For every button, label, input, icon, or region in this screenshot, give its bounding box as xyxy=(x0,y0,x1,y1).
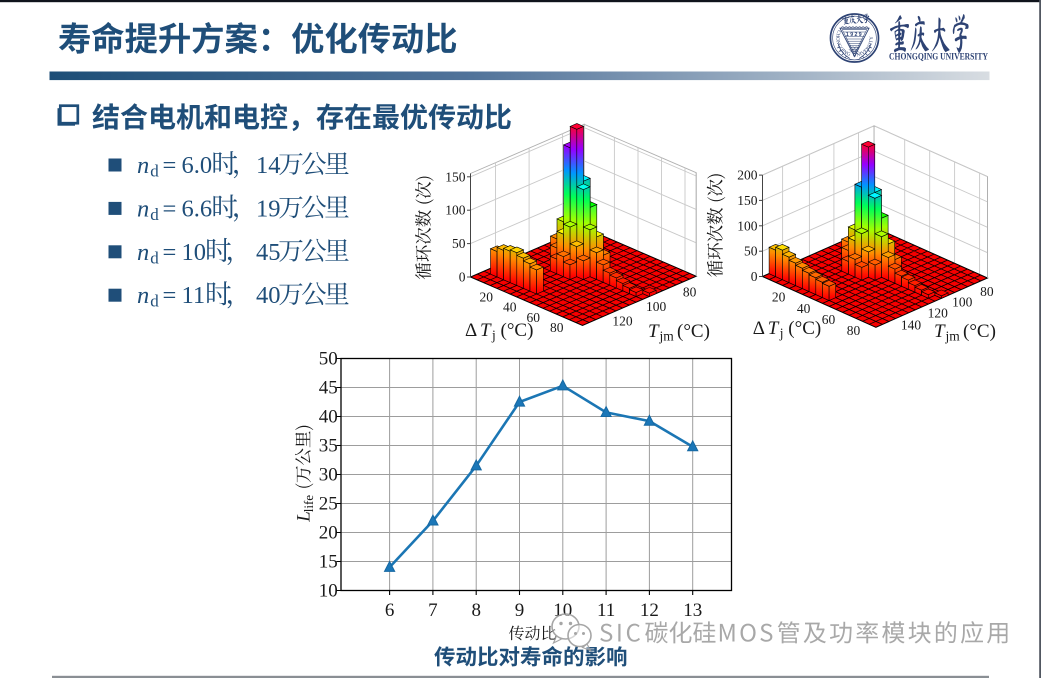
svg-text:10: 10 xyxy=(319,581,338,602)
svg-text:=: = xyxy=(163,239,177,266)
svg-text:45: 45 xyxy=(319,378,338,399)
svg-text:60: 60 xyxy=(527,310,541,325)
svg-text:7: 7 xyxy=(428,600,438,621)
svg-text:80: 80 xyxy=(847,323,861,338)
svg-text:n: n xyxy=(137,195,149,222)
svg-text:6.6: 6.6 xyxy=(182,195,213,222)
svg-text:80: 80 xyxy=(683,285,697,300)
svg-text:120: 120 xyxy=(612,314,633,329)
svg-text:=: = xyxy=(163,282,177,309)
svg-text:T: T xyxy=(768,318,780,339)
svg-text:20: 20 xyxy=(772,290,786,305)
svg-text:n: n xyxy=(137,152,149,179)
svg-text:n: n xyxy=(137,282,149,309)
svg-text:150: 150 xyxy=(737,193,758,208)
svg-text:60: 60 xyxy=(822,312,836,327)
svg-text:50: 50 xyxy=(319,349,338,370)
svg-text:11: 11 xyxy=(597,600,615,621)
svg-text:d: d xyxy=(150,162,159,181)
svg-text:11: 11 xyxy=(182,282,206,309)
svg-text:jm: jm xyxy=(659,329,675,344)
svg-text:(°C): (°C) xyxy=(501,320,534,341)
svg-text:9: 9 xyxy=(515,600,525,621)
svg-text:200: 200 xyxy=(737,168,758,183)
svg-text:d: d xyxy=(150,292,159,311)
svg-text:100: 100 xyxy=(445,203,466,218)
svg-text:45: 45 xyxy=(256,239,281,266)
svg-text:=: = xyxy=(163,152,177,179)
svg-text:(°C): (°C) xyxy=(788,318,821,339)
svg-text:30: 30 xyxy=(319,465,338,486)
svg-text:6: 6 xyxy=(385,600,395,621)
svg-text:20: 20 xyxy=(479,290,493,305)
svg-text:(°C): (°C) xyxy=(963,321,996,342)
svg-text:(°C): (°C) xyxy=(677,321,710,342)
svg-text:8: 8 xyxy=(471,600,481,621)
svg-text:jm: jm xyxy=(945,329,961,344)
svg-text:40: 40 xyxy=(503,300,517,315)
svg-text:Δ: Δ xyxy=(753,318,765,339)
svg-text:120: 120 xyxy=(928,306,949,321)
svg-text:T: T xyxy=(648,321,660,342)
svg-text:1929: 1929 xyxy=(846,32,863,38)
svg-text:13: 13 xyxy=(683,600,702,621)
svg-text:80: 80 xyxy=(980,284,994,299)
svg-text:T: T xyxy=(934,321,946,342)
svg-text:n: n xyxy=(137,239,149,266)
svg-text:40: 40 xyxy=(256,282,281,309)
svg-text:=: = xyxy=(163,195,177,222)
svg-text:40: 40 xyxy=(319,407,338,428)
svg-text:140: 140 xyxy=(901,317,922,332)
svg-text:20: 20 xyxy=(319,523,338,544)
svg-text:12: 12 xyxy=(640,600,659,621)
svg-text:14: 14 xyxy=(256,152,281,179)
svg-text:T: T xyxy=(480,320,492,341)
svg-text:10: 10 xyxy=(182,239,207,266)
svg-text:150: 150 xyxy=(445,169,466,184)
svg-text:0: 0 xyxy=(751,269,758,284)
svg-text:d: d xyxy=(150,205,159,224)
svg-text:40: 40 xyxy=(797,301,811,316)
svg-text:100: 100 xyxy=(952,295,973,310)
svg-text:Δ: Δ xyxy=(465,320,477,341)
svg-text:CHONGQING UNIVERSITY: CHONGQING UNIVERSITY xyxy=(889,51,988,61)
svg-text:15: 15 xyxy=(319,552,338,573)
svg-text:j: j xyxy=(779,326,784,341)
svg-text:d: d xyxy=(150,248,159,267)
svg-text:50: 50 xyxy=(744,244,758,259)
svg-text:35: 35 xyxy=(319,436,338,457)
svg-text:j: j xyxy=(491,328,496,343)
svg-text:100: 100 xyxy=(646,299,667,314)
svg-text:100: 100 xyxy=(737,218,758,233)
svg-text:50: 50 xyxy=(452,236,466,251)
svg-text:80: 80 xyxy=(550,320,564,335)
svg-text:6.0: 6.0 xyxy=(182,152,213,179)
svg-text:0: 0 xyxy=(459,270,466,285)
svg-text:25: 25 xyxy=(319,494,338,515)
svg-text:19: 19 xyxy=(256,195,281,222)
